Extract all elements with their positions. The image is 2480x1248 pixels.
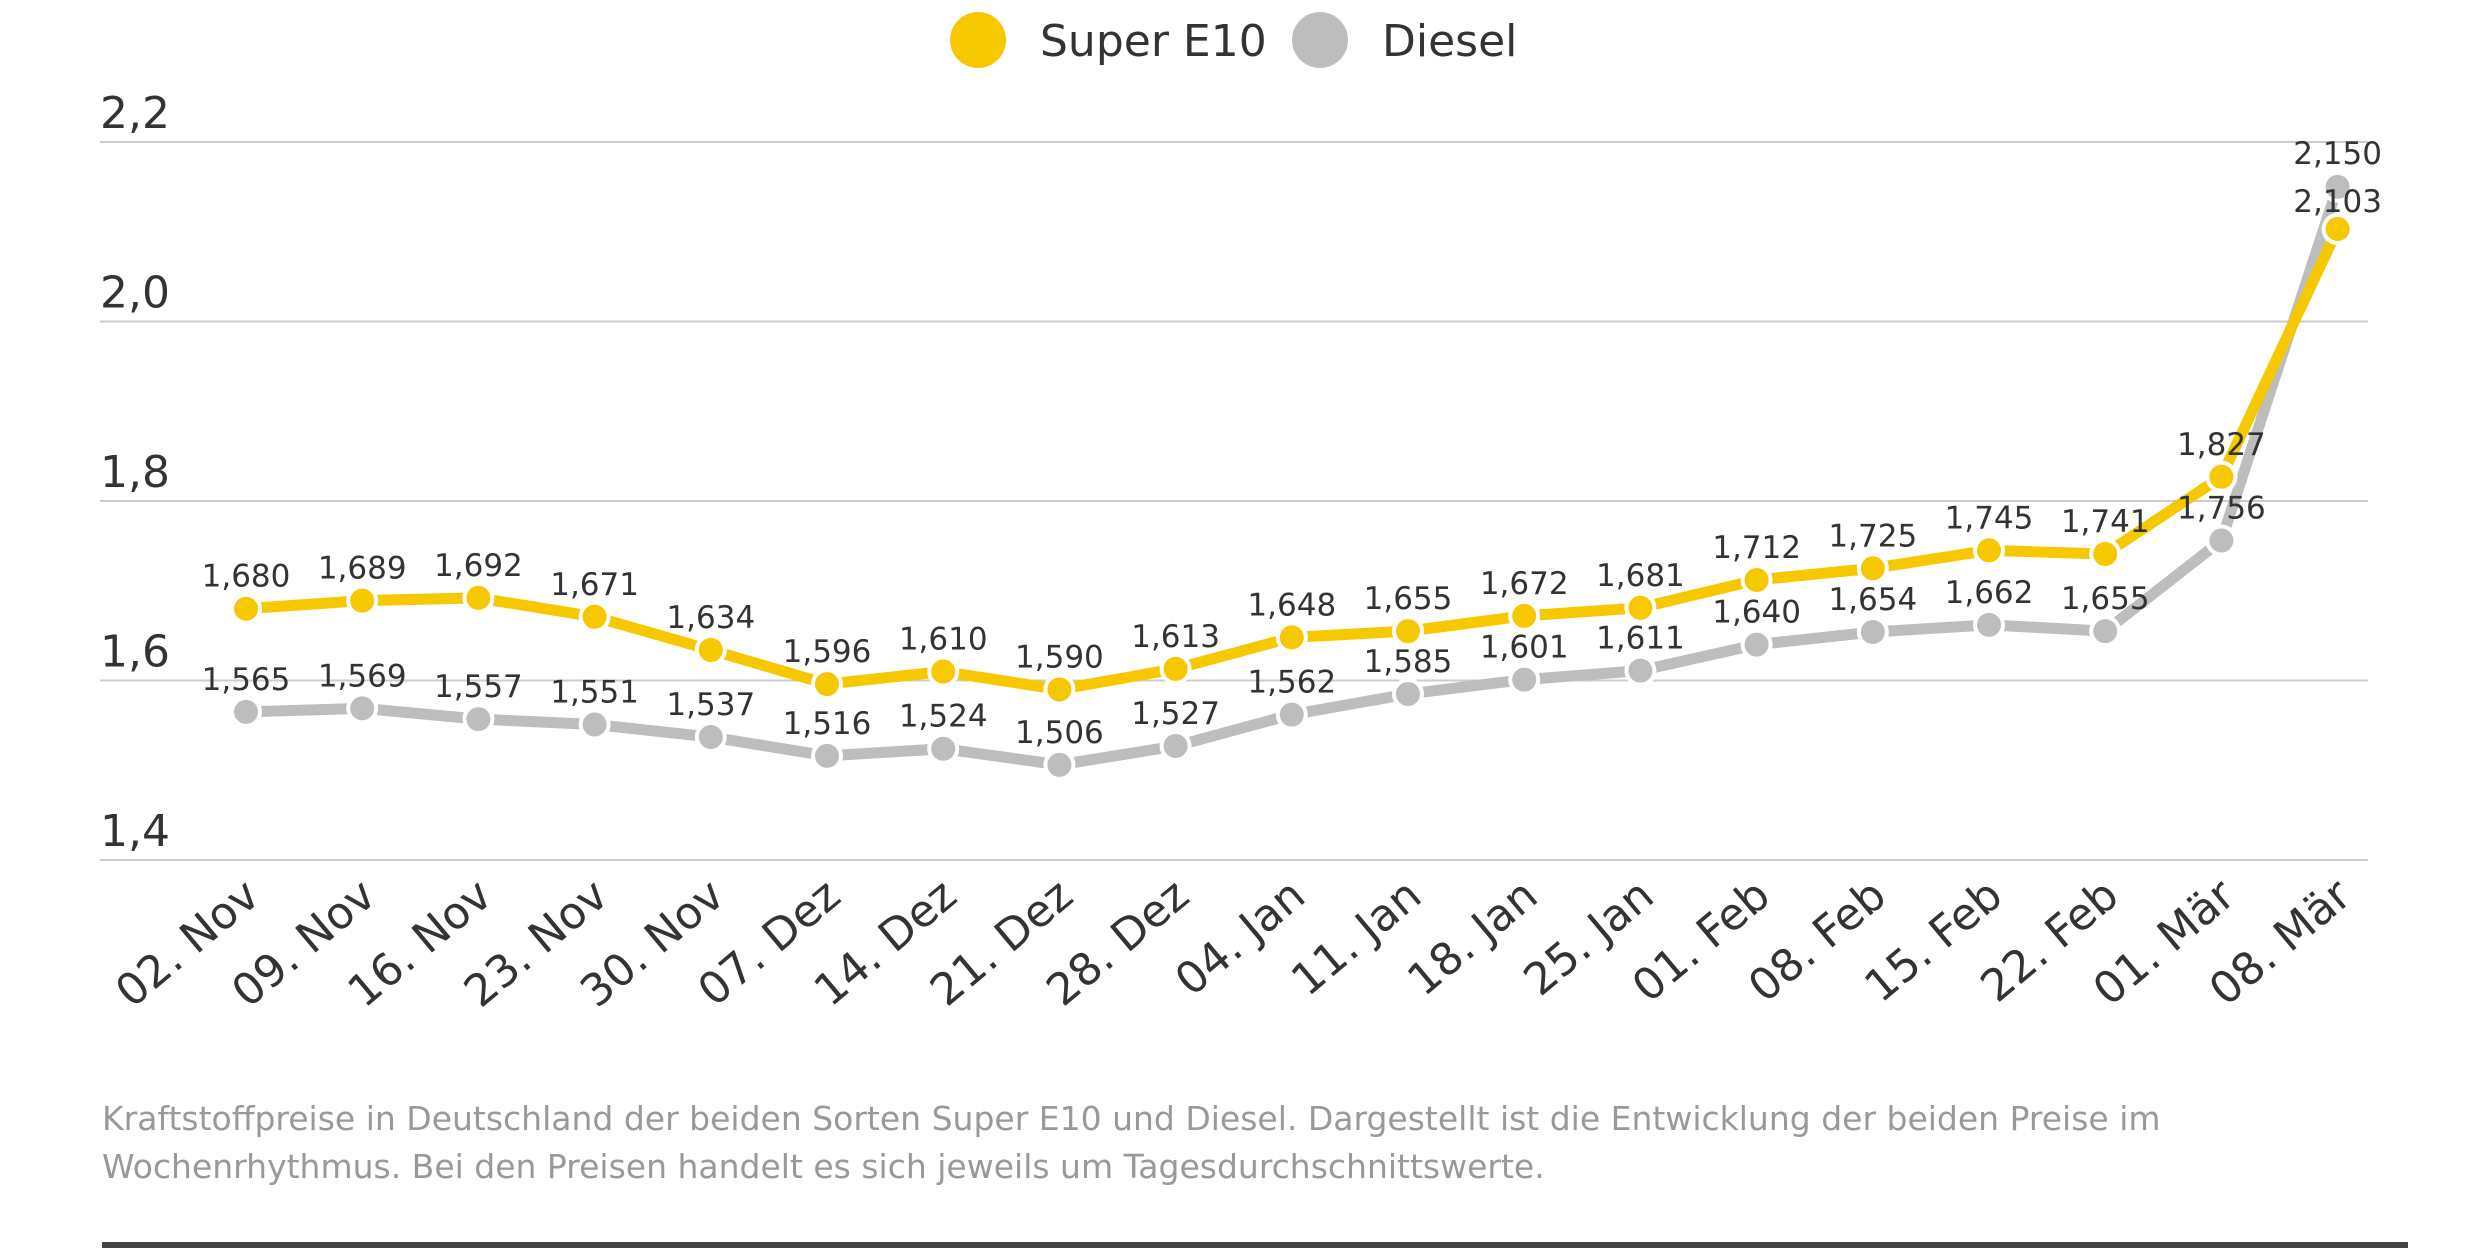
data-label-diesel: 1,655 — [2061, 581, 2150, 617]
data-point-diesel — [578, 708, 611, 741]
legend-label-1: Diesel — [1382, 16, 1517, 67]
data-label-super-e10: 1,745 — [1945, 500, 2034, 536]
x-tick-label: 04. Jan — [1166, 869, 1315, 1006]
data-label-super-e10: 1,725 — [1828, 518, 1917, 554]
fuel-price-chart: Super E10 Diesel 1,4 1,6 1,8 2,0 2,2 02. Nov0… — [100, 12, 2382, 1018]
data-label-diesel: 1,585 — [1364, 644, 1453, 680]
data-label-diesel: 1,611 — [1596, 621, 1685, 657]
data-point-super-e10 — [1973, 534, 2005, 567]
data-point-super-e10 — [2089, 537, 2122, 570]
data-label-diesel: 1,506 — [1015, 715, 1104, 751]
data-point-super-e10 — [230, 592, 262, 625]
legend: Super E10 Diesel — [950, 12, 1517, 68]
data-label-super-e10: 1,827 — [2177, 427, 2266, 463]
data-point-super-e10 — [1856, 552, 1889, 585]
data-point-super-e10 — [694, 633, 727, 666]
data-point-super-e10 — [1159, 652, 1192, 685]
data-point-super-e10 — [1508, 599, 1541, 632]
data-label-diesel: 1,551 — [550, 674, 639, 710]
y-axis: 1,4 1,6 1,8 2,0 2,2 — [100, 88, 170, 857]
data-point-super-e10 — [1043, 673, 1076, 706]
data-label-super-e10: 1,712 — [1712, 530, 1801, 566]
data-label-super-e10: 1,680 — [202, 559, 291, 595]
y-tick-label: 2,0 — [100, 268, 170, 319]
data-label-diesel: 1,654 — [1828, 582, 1917, 618]
data-label-super-e10: 1,689 — [318, 551, 407, 587]
data-label-diesel: 1,565 — [202, 662, 291, 698]
data-label-diesel: 1,662 — [1945, 575, 2034, 611]
data-point-super-e10 — [346, 584, 379, 617]
data-point-diesel — [2205, 524, 2238, 557]
data-point-diesel — [346, 692, 379, 725]
data-label-super-e10: 1,610 — [899, 622, 988, 658]
data-label-super-e10: 1,655 — [1364, 581, 1453, 617]
data-label-diesel: 1,640 — [1712, 595, 1801, 631]
data-point-diesel — [811, 739, 843, 772]
x-tick-label: 18. Jan — [1398, 869, 1547, 1006]
data-point-diesel — [1275, 698, 1308, 731]
data-point-diesel — [1740, 628, 1773, 661]
chart-caption: Kraftstoffpreise in Deutschland der beid… — [102, 1099, 2161, 1186]
legend-marker-1 — [1292, 12, 1348, 68]
data-label-super-e10: 1,648 — [1247, 587, 1336, 623]
data-point-diesel — [1856, 616, 1889, 649]
data-point-super-e10 — [1740, 563, 1773, 596]
data-label-diesel: 1,562 — [1247, 665, 1336, 701]
data-point-diesel — [230, 695, 262, 728]
y-tick-label: 2,2 — [100, 88, 170, 139]
data-point-super-e10 — [811, 668, 843, 701]
y-tick-label: 1,4 — [100, 806, 170, 857]
data-label-super-e10: 1,681 — [1596, 558, 1685, 594]
legend-label-0: Super E10 — [1040, 16, 1267, 67]
y-tick-label: 1,6 — [100, 627, 170, 678]
data-point-diesel — [2089, 615, 2122, 648]
data-label-diesel: 1,537 — [666, 687, 755, 723]
data-point-super-e10 — [1275, 621, 1308, 654]
data-label-diesel: 2,150 — [2293, 136, 2382, 172]
bottom-divider — [102, 1242, 2408, 1248]
data-label-super-e10: 1,613 — [1131, 619, 1220, 655]
data-label-diesel: 1,527 — [1131, 696, 1220, 732]
data-point-super-e10 — [2205, 460, 2238, 493]
data-label-super-e10: 1,671 — [550, 567, 639, 603]
data-label-super-e10: 2,103 — [2293, 184, 2382, 220]
data-point-super-e10 — [462, 581, 495, 614]
data-labels: 1,680 1,689 1,692 1,671 1,634 1,596 1,610 1,590… — [202, 136, 2382, 751]
data-label-super-e10: 1,596 — [783, 634, 872, 670]
data-point-diesel — [927, 732, 960, 765]
data-point-super-e10 — [1392, 615, 1424, 648]
data-point-diesel — [694, 721, 727, 754]
data-point-diesel — [1624, 654, 1657, 687]
data-point-diesel — [1392, 677, 1424, 710]
data-point-diesel — [462, 703, 495, 736]
data-point-diesel — [1508, 663, 1541, 696]
series-layer — [230, 170, 2354, 781]
legend-marker-0 — [950, 12, 1006, 68]
data-label-super-e10: 1,634 — [666, 600, 755, 636]
data-label-super-e10: 1,692 — [434, 548, 523, 584]
data-label-super-e10: 1,672 — [1480, 566, 1569, 602]
data-label-diesel: 1,756 — [2177, 490, 2266, 526]
data-label-diesel: 1,524 — [899, 699, 988, 735]
data-point-super-e10 — [1624, 591, 1657, 624]
gridlines — [100, 141, 2368, 861]
data-label-super-e10: 1,741 — [2061, 504, 2150, 540]
data-label-diesel: 1,601 — [1480, 630, 1569, 666]
data-label-super-e10: 1,590 — [1015, 639, 1104, 675]
data-point-super-e10 — [578, 600, 611, 633]
data-label-diesel: 1,569 — [318, 658, 407, 694]
x-tick-label: 11. Jan — [1282, 869, 1431, 1006]
data-point-super-e10 — [2321, 213, 2354, 246]
data-label-diesel: 1,516 — [783, 706, 872, 742]
data-label-diesel: 1,557 — [434, 669, 523, 705]
data-point-super-e10 — [927, 655, 960, 688]
data-point-diesel — [1043, 748, 1076, 781]
y-tick-label: 1,8 — [100, 447, 170, 498]
data-point-diesel — [2321, 170, 2354, 203]
data-point-diesel — [1159, 730, 1192, 763]
data-point-diesel — [1973, 608, 2005, 641]
